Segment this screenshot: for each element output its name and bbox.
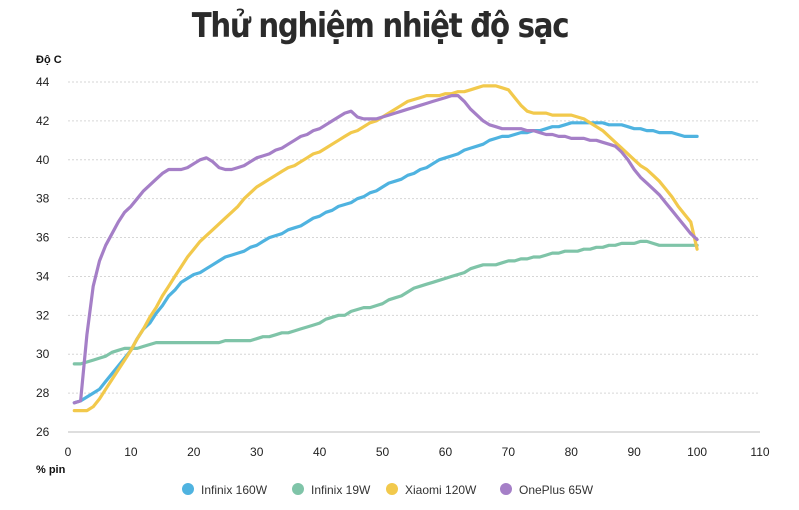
- y-tick-label: 28: [36, 386, 50, 400]
- x-tick-label: 30: [250, 445, 264, 459]
- legend-marker-2: [292, 483, 304, 495]
- gridlines: [68, 81, 760, 394]
- chart-title: Thử nghiệm nhiệt độ sạc: [191, 6, 570, 46]
- legend-label-1: Infinix 160W: [201, 483, 268, 497]
- y-axis-ticks: 26 28 30 32 34 36 38 40 42 44: [36, 75, 50, 439]
- y-tick-label: 38: [36, 192, 50, 206]
- x-tick-label: 50: [376, 445, 390, 459]
- legend-marker-1: [182, 483, 194, 495]
- x-tick-label: 100: [687, 445, 707, 459]
- y-tick-label: 36: [36, 231, 50, 245]
- x-tick-label: 70: [502, 445, 516, 459]
- series-line-4: [72, 94, 699, 405]
- y-tick-label: 30: [36, 347, 50, 361]
- x-tick-label: 60: [439, 445, 453, 459]
- x-tick-label: 20: [187, 445, 201, 459]
- x-tick-label: 0: [65, 445, 72, 459]
- y-axis-label: Độ C: [36, 54, 62, 66]
- y-tick-label: 44: [36, 75, 50, 89]
- x-axis-ticks: 0 10 20 30 40 50 60 70 80 90 100 110: [65, 445, 770, 459]
- x-tick-label: 10: [124, 445, 138, 459]
- legend-label-2: Infinix 19W: [311, 483, 371, 497]
- x-tick-label: 110: [750, 445, 769, 459]
- x-tick-label: 90: [628, 445, 642, 459]
- legend-label-4: OnePlus 65W: [519, 483, 594, 497]
- y-tick-label: 32: [36, 308, 50, 322]
- x-tick-label: 40: [313, 445, 327, 459]
- legend: Infinix 160W Infinix 19W Xiaomi 120W OnePlu…: [182, 483, 594, 497]
- series-lines: [72, 84, 699, 413]
- y-tick-label: 42: [36, 114, 50, 128]
- y-tick-label: 26: [36, 425, 50, 439]
- series-line-1: [72, 121, 699, 405]
- legend-marker-3: [386, 483, 398, 495]
- legend-marker-4: [500, 483, 512, 495]
- y-tick-label: 40: [36, 153, 50, 167]
- legend-label-3: Xiaomi 120W: [405, 483, 477, 497]
- x-axis-label: % pin: [36, 464, 66, 476]
- series-line-2: [72, 239, 699, 366]
- y-tick-label: 34: [36, 269, 50, 283]
- x-tick-label: 80: [565, 445, 579, 459]
